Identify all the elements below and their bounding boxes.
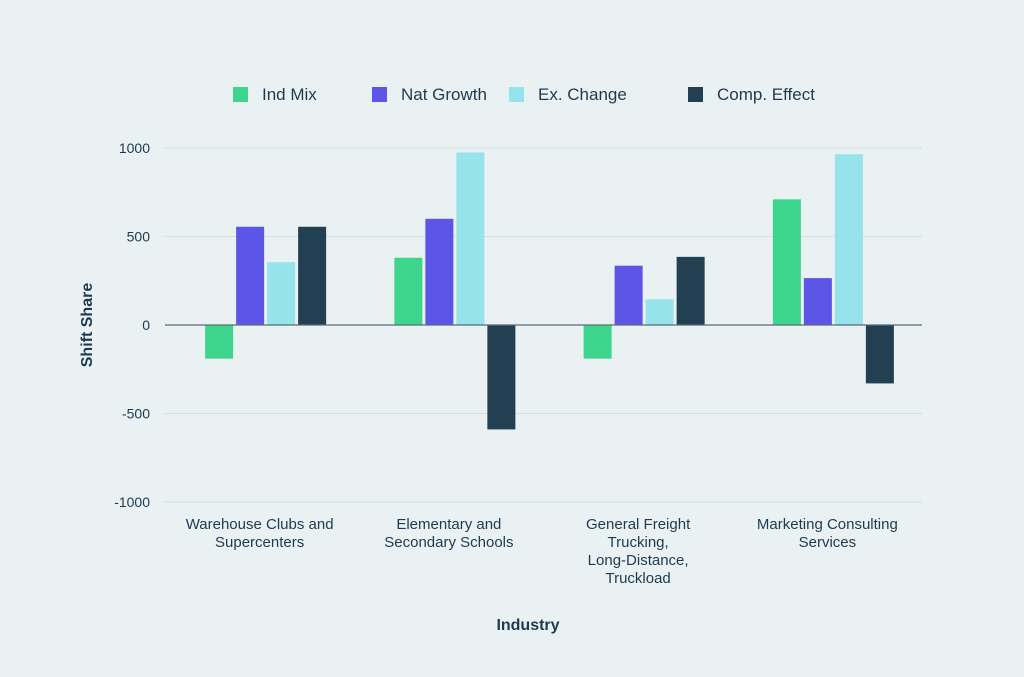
y-tick-label: -500 xyxy=(122,406,150,422)
x-category-label: Elementary and Secondary Schools xyxy=(384,516,513,551)
bar xyxy=(425,218,454,325)
bar xyxy=(645,299,674,325)
bar xyxy=(614,265,643,325)
bar xyxy=(394,257,423,325)
bar xyxy=(583,325,612,359)
x-axis-title: Industry xyxy=(496,617,559,634)
y-tick-label: -1000 xyxy=(114,494,150,510)
legend-item: Ind Mix xyxy=(233,85,317,104)
bar xyxy=(487,325,516,430)
x-category-label: Warehouse Clubs and Supercenters xyxy=(186,516,334,551)
bar xyxy=(298,226,327,325)
legend-swatch xyxy=(233,87,248,102)
x-category-label: General Freight Trucking, Long-Distance, Tr… xyxy=(586,516,691,587)
y-tick-label: 0 xyxy=(142,317,150,333)
legend-label: Comp. Effect xyxy=(717,85,815,104)
legend: Ind Mix Nat Growth Ex. Change Comp. Effect xyxy=(233,85,815,104)
legend-item: Nat Growth xyxy=(372,85,487,104)
legend-item: Ex. Change xyxy=(509,85,627,104)
bar xyxy=(865,325,894,384)
bar xyxy=(236,226,265,325)
bar xyxy=(803,278,832,325)
legend-label: Ex. Change xyxy=(538,85,627,104)
bar xyxy=(205,325,234,359)
y-axis-ticks: 1000 500 0 -500 -1000 xyxy=(114,140,150,510)
y-tick-label: 500 xyxy=(127,229,151,245)
legend-label: Ind Mix xyxy=(262,85,317,104)
legend-swatch xyxy=(372,87,387,102)
y-tick-label: 1000 xyxy=(119,140,150,156)
legend-swatch xyxy=(509,87,524,102)
x-category-label: Marketing Consulting Services xyxy=(757,516,898,551)
bar xyxy=(772,199,801,325)
bar xyxy=(456,152,485,325)
x-axis-categories: Warehouse Clubs and Supercenters Elementar… xyxy=(186,516,898,587)
y-axis-title: Shift Share xyxy=(79,283,96,368)
bar xyxy=(267,262,296,325)
legend-label: Nat Growth xyxy=(401,85,487,104)
legend-item: Comp. Effect xyxy=(688,85,815,104)
legend-swatch xyxy=(688,87,703,102)
bar xyxy=(834,154,863,325)
bar xyxy=(676,256,705,325)
bars xyxy=(205,152,894,430)
